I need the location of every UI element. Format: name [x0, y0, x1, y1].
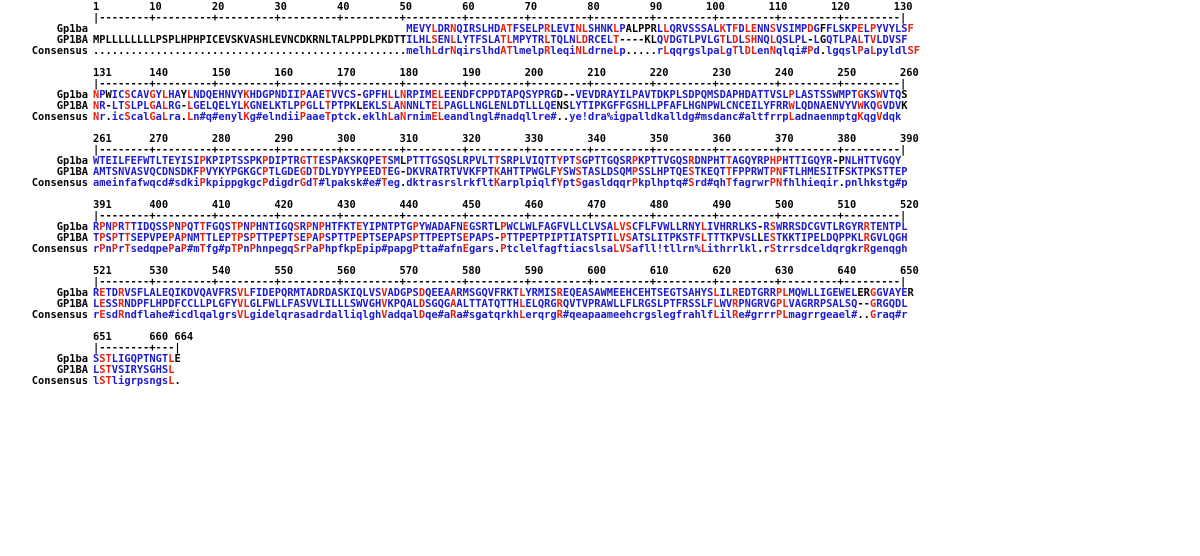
sequence-name: Gp1ba: [56, 155, 88, 167]
sequence-name: GP1BA: [56, 34, 88, 46]
alignment-row: Consensus rPnPrTsedqpePaP#mTfg#pTPnPhnpeg…: [4, 244, 1196, 255]
alignment-block: 131 140 150 160 170 180 190 200 210 220 …: [4, 68, 1196, 123]
ruler-ticks: |--------+---|: [93, 342, 181, 354]
alignment-row: GP1BA AMTSNVASVQCDNSDKFPVYKYPGKGCPTLGDEGD…: [4, 167, 1196, 178]
sequence-alignment: 1 10 20 30 40 50 60 70 80 90 100 110 120…: [4, 2, 1196, 554]
alignment-row: GP1BA TPSPTTSEPVPEPAPNMTTLEPTPSPTTPEPTSEP…: [4, 233, 1196, 244]
sequence-name: Gp1ba: [56, 23, 88, 35]
tick-ruler: |--------+---------+---------+---------+…: [4, 211, 1196, 222]
alignment-block: 1 10 20 30 40 50 60 70 80 90 100 110 120…: [4, 2, 1196, 57]
sequence-name: Gp1ba: [56, 89, 88, 101]
alignment-row: Gp1ba MEVYLDRNQIRSLHDATFSELPRLEVINLSHNKL…: [4, 24, 1196, 35]
sequence-residues: ........................................…: [93, 45, 921, 57]
sequence-name: GP1BA: [56, 298, 88, 310]
alignment-row: Gp1ba SSTLIGQPTNGTLE: [4, 354, 1196, 365]
tick-ruler: |--------+---------+---------+---------+…: [4, 79, 1196, 90]
ruler-numbers: 131 140 150 160 170 180 190 200 210 220 …: [93, 67, 919, 79]
sequence-residues: Nr.icScalGaLra.Ln#q#enylKg#elndiiPaaeTpt…: [93, 111, 902, 123]
sequence-name: GP1BA: [56, 166, 88, 178]
ruler-ticks: |--------+---------+---------+---------+…: [93, 276, 907, 288]
position-ruler: 131 140 150 160 170 180 190 200 210 220 …: [4, 68, 1196, 79]
sequence-name: GP1BA: [56, 232, 88, 244]
tick-ruler: |--------+---------+---------+---------+…: [4, 145, 1196, 156]
tick-ruler: |--------+---------+---------+---------+…: [4, 13, 1196, 24]
sequence-residues: NPWICSCAVGYLHAYLNDQEHNVYKHDGPNDIIPAAETVV…: [93, 89, 908, 101]
sequence-name: Gp1ba: [56, 287, 88, 299]
sequence-name: Consensus: [31, 177, 88, 189]
sequence-name: Consensus: [31, 309, 88, 321]
ruler-ticks: |--------+---------+---------+---------+…: [93, 210, 907, 222]
alignment-row: GP1BA NR-LTSLPLGALRG-LGELQELYLKGNELKTLPPG…: [4, 101, 1196, 112]
position-ruler: 391 400 410 420 430 440 450 460 470 480 …: [4, 200, 1196, 211]
sequence-name: Consensus: [31, 45, 88, 57]
sequence-residues: NR-LTSLPLGALRG-LGELQELYLKGNELKTLPPGLLTPT…: [93, 100, 908, 112]
alignment-block: 521 530 540 550 560 570 580 590 600 610 …: [4, 266, 1196, 321]
ruler-numbers: 261 270 280 290 300 310 320 330 340 350 …: [93, 133, 919, 145]
alignment-row: Consensus ameinfafwqcd#sdkiPkpippgkgcPdig…: [4, 178, 1196, 189]
alignment-row: GP1BA LESSRNDPFLHPDFCCLLPLGFYVLGLFWLLFASV…: [4, 299, 1196, 310]
ruler-numbers: 651 660 664: [93, 331, 194, 343]
position-ruler: 521 530 540 550 560 570 580 590 600 610 …: [4, 266, 1196, 277]
alignment-row: GP1BA LSTVSIRYSGHSL: [4, 365, 1196, 376]
alignment-row: Consensus lSTligrpsngsL.: [4, 376, 1196, 387]
sequence-residues: rEsdRndflahe#icdlqalgrsVLgidelqrasadrdal…: [93, 309, 908, 321]
sequence-name: Gp1ba: [56, 353, 88, 365]
alignment-row: Consensus rEsdRndflahe#icdlqalgrsVLgidelq…: [4, 310, 1196, 321]
tick-ruler: |--------+---|: [4, 343, 1196, 354]
alignment-row: Gp1ba RETDRVSFLALEQIKDVQAVFRSVLFIDEPQRMTA…: [4, 288, 1196, 299]
sequence-residues: MEVYLDRNQIRSLHDATFSELPRLEVINLSHNKLPALPPR…: [406, 23, 914, 35]
sequence-name: Consensus: [31, 243, 88, 255]
alignment-row: Gp1ba WTEILFEFWTLTEYISIPKPIPTSSPKPDIPTRGT…: [4, 156, 1196, 167]
position-ruler: 651 660 664: [4, 332, 1196, 343]
alignment-row: GP1BA MPLLLLLLLLPSPLHPHPICEVSKVASHLEVNCDK…: [4, 35, 1196, 46]
ruler-ticks: |--------+---------+---------+---------+…: [93, 78, 907, 90]
sequence-residues: ameinfafwqcd#sdkiPkpippgkgcPdigdrGdT#lpa…: [93, 177, 908, 189]
ruler-numbers: 1 10 20 30 40 50 60 70 80 90 100 110 120…: [93, 1, 913, 13]
alignment-row: Consensus...............................…: [4, 46, 1196, 57]
alignment-row: Gp1ba NPWICSCAVGYLHAYLNDQEHNVYKHDGPNDIIPA…: [4, 90, 1196, 101]
alignment-block: 391 400 410 420 430 440 450 460 470 480 …: [4, 200, 1196, 255]
position-ruler: 1 10 20 30 40 50 60 70 80 90 100 110 120…: [4, 2, 1196, 13]
sequence-residues: RPNPRTTIDQSSPNPQTTFGQSTPNPHNTIGQSRPNPHTF…: [93, 221, 908, 233]
position-ruler: 261 270 280 290 300 310 320 330 340 350 …: [4, 134, 1196, 145]
sequence-name: Gp1ba: [56, 221, 88, 233]
sequence-residues: rPnPrTsedqpePaP#mTfg#pTPnPhnpegqSrPaPhpf…: [93, 243, 908, 255]
sequence-residues: LSTVSIRYSGHSL: [93, 364, 175, 376]
sequence-residues: WTEILFEFWTLTEYISIPKPIPTSSPKPDIPTRGTTESPA…: [93, 155, 902, 167]
alignment-block: 651 660 664 |--------+---| Gp1ba SSTLIGQPTN…: [4, 332, 1196, 387]
tick-ruler: |--------+---------+---------+---------+…: [4, 277, 1196, 288]
sequence-residues: SSTLIGQPTNGTLE: [93, 353, 181, 365]
sequence-residues: MPLLLLLLLLPSPLHPHPICEVSKVASHLEVNCDKRNLTA…: [93, 34, 908, 46]
sequence-name: GP1BA: [56, 364, 88, 376]
alignment-row: Consensus Nr.icScalGaLra.Ln#q#enylKg#elnd…: [4, 112, 1196, 123]
sequence-residues: LESSRNDPFLHPDFCCLLPLGFYVLGLFWLLFASVVLILL…: [93, 298, 908, 310]
ruler-numbers: 521 530 540 550 560 570 580 590 600 610 …: [93, 265, 919, 277]
sequence-name: GP1BA: [56, 100, 88, 112]
alignment-row: Gp1ba RPNPRTTIDQSSPNPQTTFGQSTPNPHNTIGQSRP…: [4, 222, 1196, 233]
sequence-residues: TPSPTTSEPVPEPAPNMTTLEPTPSPTTPEPTSEPAPSPT…: [93, 232, 908, 244]
sequence-residues: AMTSNVASVQCDNSDKFPVYKYPGKGCPTLGDEGDTDLYD…: [93, 166, 908, 178]
ruler-ticks: |--------+---------+---------+---------+…: [93, 144, 907, 156]
ruler-ticks: |--------+---------+---------+---------+…: [93, 12, 907, 24]
ruler-numbers: 391 400 410 420 430 440 450 460 470 480 …: [93, 199, 919, 211]
alignment-block: 261 270 280 290 300 310 320 330 340 350 …: [4, 134, 1196, 189]
sequence-name: Consensus: [31, 111, 88, 123]
sequence-name: Consensus: [31, 375, 88, 387]
sequence-residues: lSTligrpsngsL.: [93, 375, 181, 387]
sequence-residues: RETDRVSFLALEQIKDVQAVFRSVLFIDEPQRMTADRDAS…: [93, 287, 914, 299]
